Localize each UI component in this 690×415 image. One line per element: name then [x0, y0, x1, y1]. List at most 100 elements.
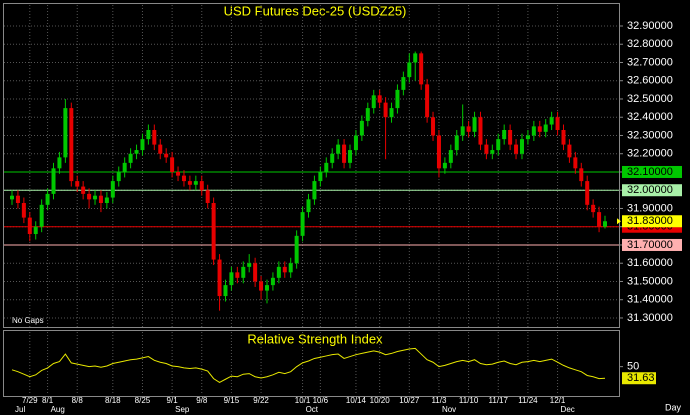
rsi-panel	[3, 330, 620, 397]
month-label: Oct	[306, 405, 319, 414]
candle-body	[519, 139, 524, 154]
candle-body	[217, 259, 222, 297]
candle-body	[39, 204, 44, 227]
candle-body	[199, 181, 204, 191]
y-tick-label: 31.40000	[627, 294, 673, 306]
candle-body	[490, 150, 495, 154]
month-label: Jul	[15, 405, 25, 414]
y-tick-label: 32.80000	[627, 38, 673, 50]
y-tick-label: 31.30000	[627, 312, 673, 324]
candle-body	[253, 263, 258, 282]
x-tick-label: 10/27	[399, 396, 420, 405]
candle-body	[27, 217, 32, 235]
x-tick-label: 9/8	[196, 396, 208, 405]
candle-body	[57, 157, 62, 169]
y-tick-label: 32.60000	[627, 75, 673, 87]
candle-body	[454, 135, 459, 151]
candle-body	[104, 197, 109, 203]
x-tick-label: 11/10	[459, 396, 479, 405]
last-price-arrow	[617, 218, 621, 225]
rsi-last-label: 31.63	[627, 372, 655, 384]
month-label: Sep	[175, 405, 190, 414]
x-tick-label: 10/6	[313, 396, 329, 405]
candle-body	[318, 171, 323, 182]
x-tick-label: 10/14	[346, 396, 367, 405]
candle-body	[270, 277, 275, 286]
candle-body	[116, 171, 121, 182]
x-tick-label: 7/29	[22, 396, 38, 405]
candle-body	[187, 181, 192, 185]
rsi-last-box	[622, 372, 656, 385]
candle-body	[264, 285, 269, 291]
candle-body	[442, 162, 447, 169]
candle-body	[294, 235, 299, 264]
candle-body	[176, 171, 181, 176]
rsi-line	[11, 347, 606, 383]
candle-body	[579, 168, 584, 182]
candle-body	[241, 266, 246, 278]
candle-body	[205, 190, 210, 203]
candle-body	[223, 285, 228, 297]
level-box	[622, 165, 682, 178]
x-tick-label: 9/1	[167, 396, 179, 405]
candle-body	[229, 272, 234, 286]
candle-body	[33, 226, 38, 235]
candle-body	[312, 181, 317, 200]
candle-body	[353, 135, 358, 151]
candle-body	[448, 150, 453, 163]
candle-body	[164, 153, 169, 158]
y-tick-label: 32.90000	[627, 20, 673, 32]
last-price-label: 31.83000	[627, 215, 673, 227]
candle-body	[407, 62, 412, 78]
candle-body	[140, 139, 145, 151]
y-tick-label: 32.40000	[627, 111, 673, 123]
candle-body	[342, 144, 347, 163]
candle-body	[247, 263, 252, 267]
candle-body	[525, 135, 530, 140]
x-tick-label: 8/25	[135, 396, 151, 405]
x-tick-label: 11/3	[431, 396, 447, 405]
month-label: Dec	[561, 405, 575, 414]
candle-body	[555, 117, 560, 131]
candle-body	[324, 162, 329, 172]
chart-title: USD Futures Dec-25 (USDZ25)	[224, 3, 407, 18]
month-label: Aug	[51, 405, 65, 414]
candle-body	[181, 175, 186, 182]
candle-body	[531, 126, 536, 136]
candle-body	[377, 95, 382, 103]
candle-body	[419, 53, 424, 85]
candle-body	[81, 186, 86, 194]
level-label: 32.10000	[627, 166, 673, 178]
candle-body	[484, 144, 489, 154]
candle-body	[282, 266, 287, 273]
candle-body	[597, 212, 602, 227]
candle-body	[122, 162, 127, 172]
candle-body	[193, 181, 198, 185]
candle-body	[436, 135, 441, 169]
candle-body	[15, 195, 20, 203]
candle-body	[472, 117, 477, 132]
candle-body	[21, 202, 26, 218]
candle-body	[383, 102, 388, 118]
candle-body	[567, 144, 572, 158]
month-label: Nov	[442, 405, 456, 414]
rsi-title: Relative Strength Index	[247, 331, 383, 346]
x-tick-label: 10/20	[370, 396, 391, 405]
x-tick-label: 11/24	[518, 396, 538, 405]
level-label: 32.00000	[627, 184, 673, 196]
candle-body	[306, 199, 311, 213]
candle-body	[460, 126, 465, 136]
x-tick-label: 12/1	[550, 396, 566, 405]
candle-body	[110, 181, 115, 198]
x-unit: Day	[665, 402, 682, 412]
candle-body	[514, 144, 519, 154]
candle-body	[537, 126, 542, 132]
x-tick-label: 10/1	[295, 396, 311, 405]
y-tick-label: 50	[627, 361, 639, 373]
x-tick-label: 8/8	[72, 396, 84, 405]
candle-body	[98, 195, 103, 203]
candle-body	[87, 193, 92, 200]
candle-body	[158, 144, 163, 154]
